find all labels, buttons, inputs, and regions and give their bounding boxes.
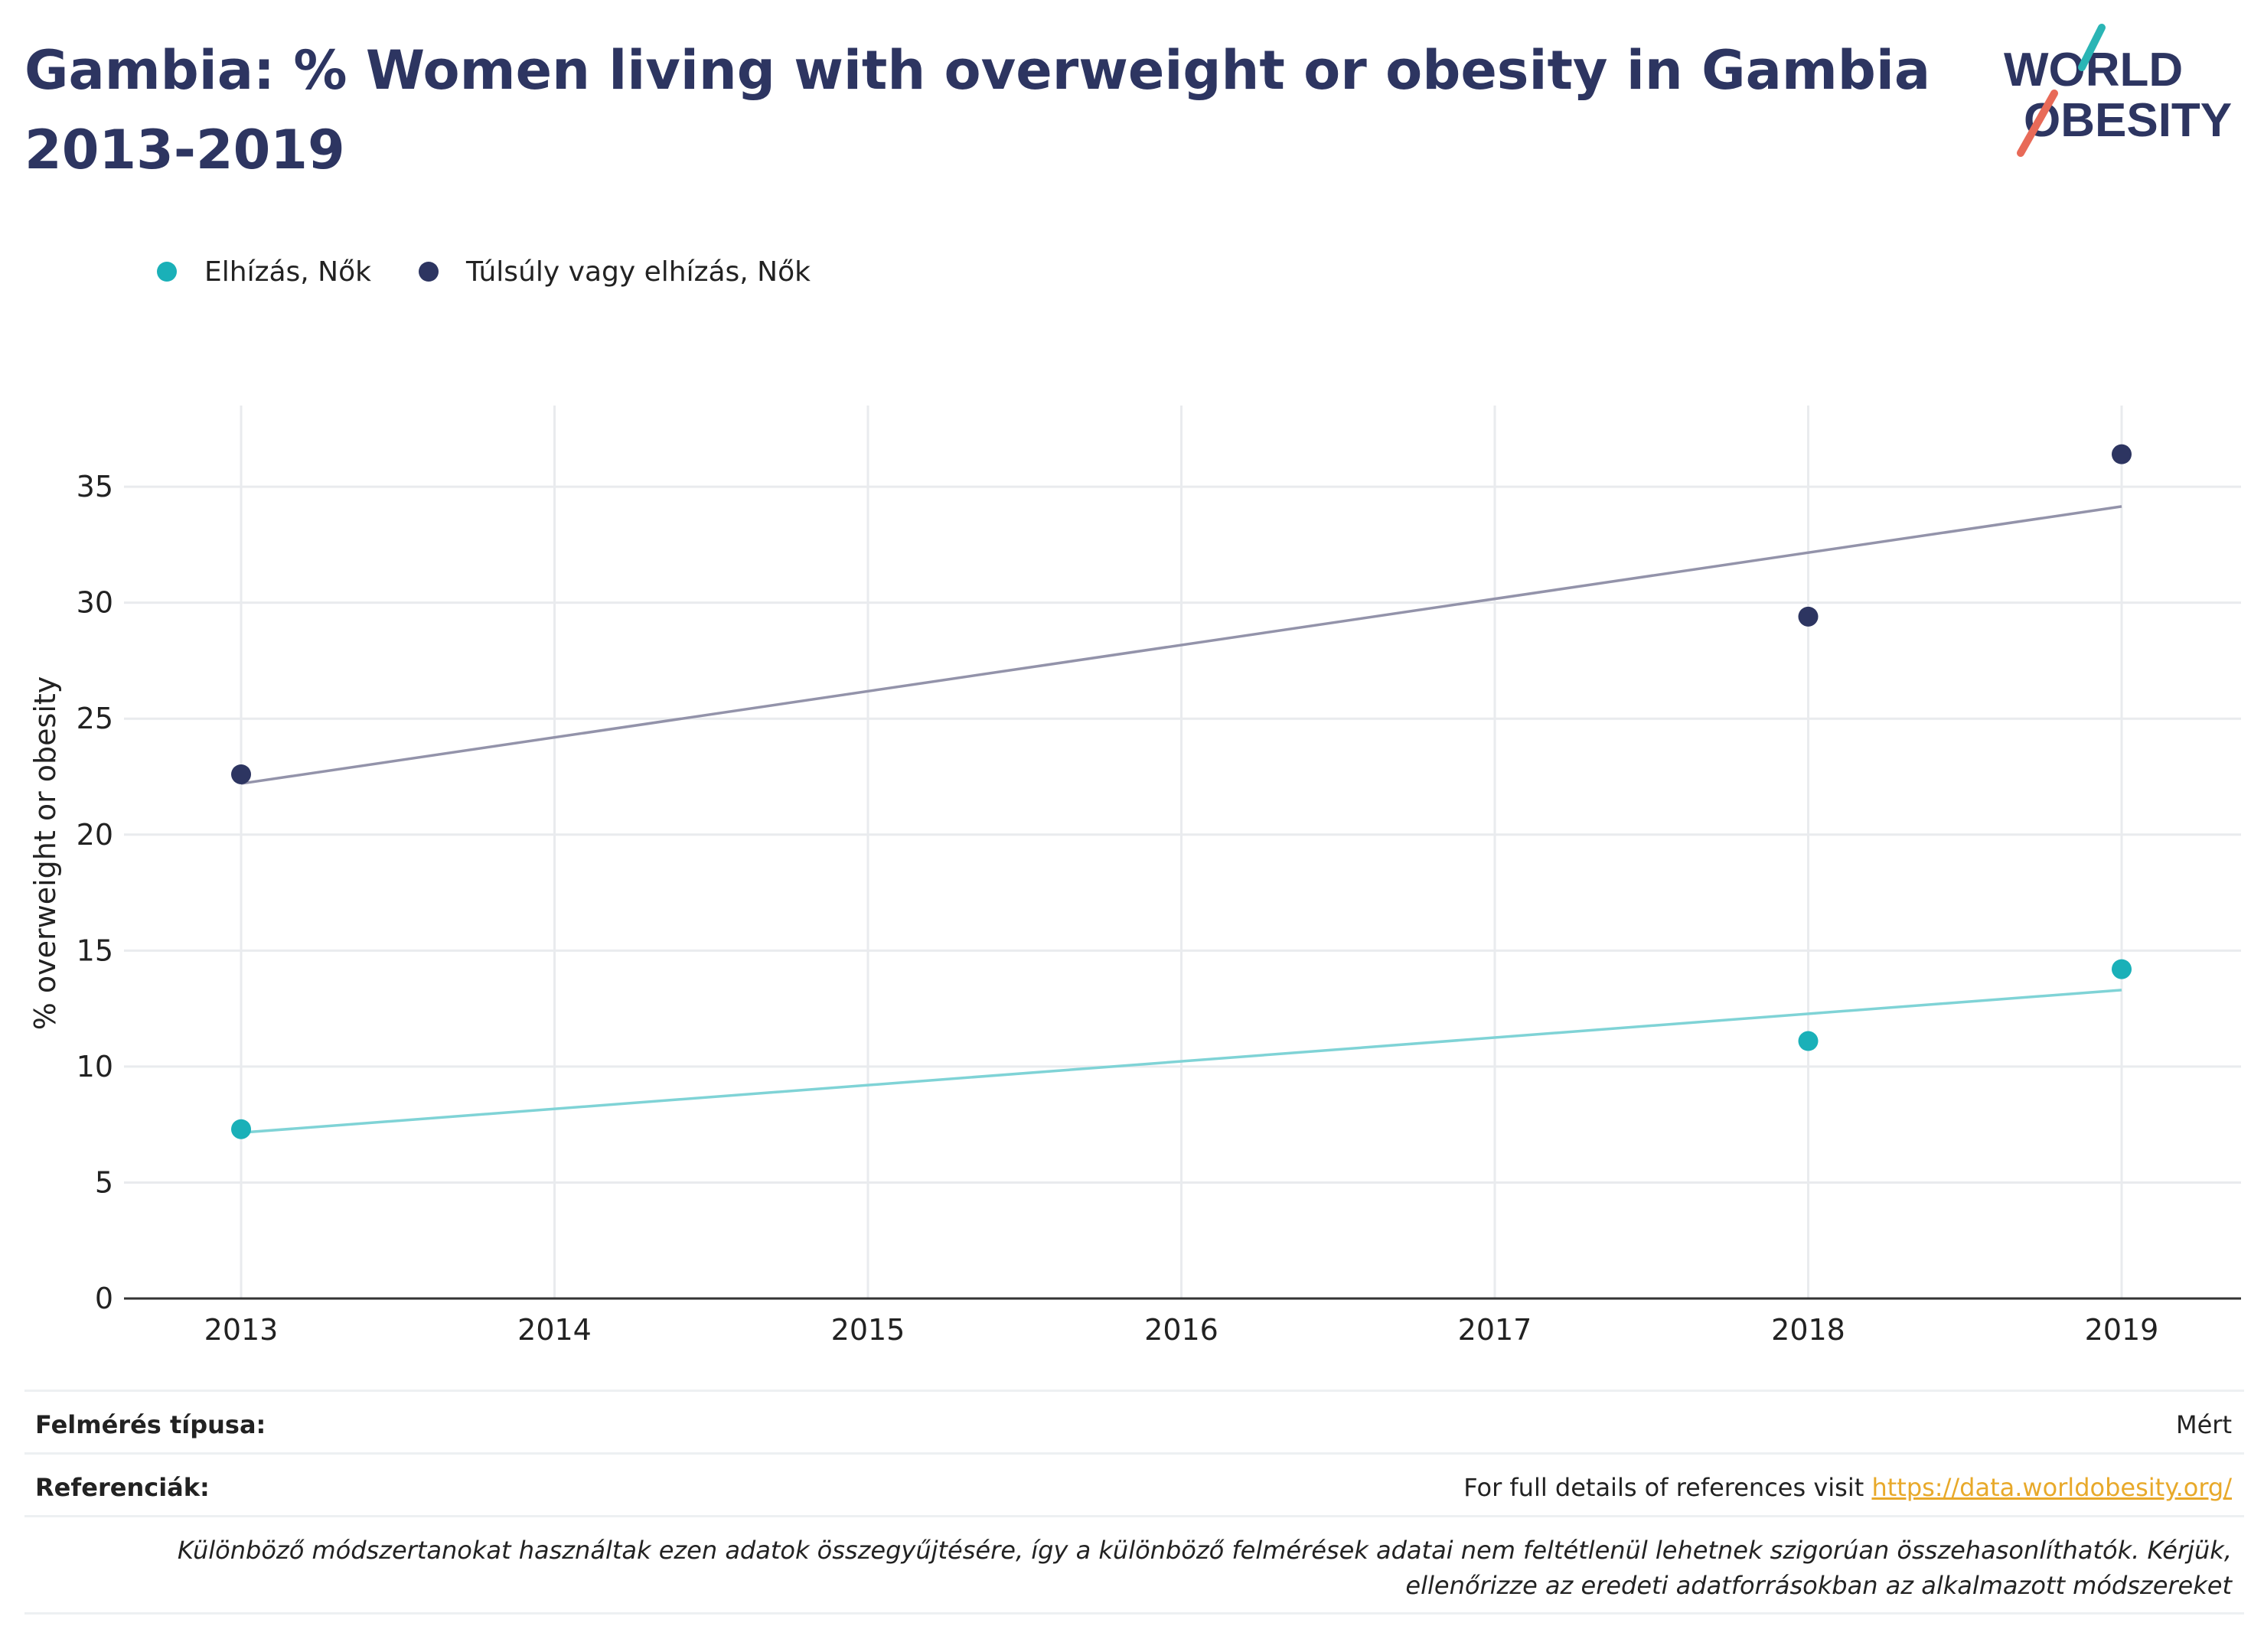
references-prefix: For full details of references visit	[1463, 1473, 1872, 1502]
legend-label-overweight-or-obesity: Túlsúly vagy elhízás, Nők	[465, 256, 811, 288]
survey-type-label: Felmérés típusa:	[35, 1410, 266, 1439]
legend-marker-overweight-or-obesity	[418, 262, 439, 282]
references-row: Referenciák: For full details of referen…	[24, 1452, 2244, 1519]
trendline-series-0	[240, 989, 2122, 1135]
legend-marker-obesity	[157, 262, 177, 282]
data-point-series-0	[231, 1119, 251, 1139]
survey-type-value: Mért	[2176, 1410, 2232, 1439]
data-point-series-0	[1798, 1031, 1819, 1051]
survey-type-row: Felmérés típusa: Mért	[24, 1390, 2244, 1456]
chart-legend: Elhízás, Nők Túlsúly vagy elhízás, Nők	[157, 253, 858, 291]
references-link[interactable]: https://data.worldobesity.org/	[1871, 1473, 2232, 1502]
data-point-series-1	[1798, 606, 1819, 627]
y-tick-label: 30	[77, 586, 113, 620]
methodology-note: Különböző módszertanokat használtak ezen…	[177, 1536, 2232, 1600]
legend-item-overweight-or-obesity[interactable]: Túlsúly vagy elhízás, Nők	[418, 256, 811, 288]
legend-item-obesity[interactable]: Elhízás, Nők	[157, 256, 371, 288]
methodology-note-row: Különböző módszertanokat használtak ezen…	[24, 1515, 2244, 1614]
data-point-series-1	[2112, 444, 2132, 464]
data-point-series-1	[231, 764, 251, 784]
y-tick-label: 25	[77, 702, 113, 735]
y-tick-label: 10	[77, 1050, 113, 1083]
x-tick-label: 2019	[2085, 1313, 2159, 1347]
y-tick-label: 15	[77, 934, 113, 967]
data-point-series-0	[2112, 959, 2132, 979]
data-points	[231, 444, 2132, 1139]
y-tick-label: 35	[77, 470, 113, 503]
y-tick-label: 0	[95, 1282, 113, 1315]
logo-line2: OBESITY	[2024, 94, 2232, 147]
chart-title: Gambia: % Women living with overweight o…	[24, 39, 1931, 181]
y-tick-label: 20	[77, 818, 113, 852]
x-tick-label: 2015	[831, 1313, 905, 1347]
footer-bottom-rule	[24, 1612, 2244, 1615]
x-tick-label: 2014	[517, 1313, 592, 1347]
x-tick-label: 2018	[1771, 1313, 1845, 1347]
axes: 2013 2014 2015 2016 2017 2018 2019 0 5 10 15 20 25 30…	[77, 470, 2241, 1347]
references-label: Referenciák:	[35, 1473, 210, 1502]
trend-lines	[240, 505, 2122, 1135]
x-tick-label: 2017	[1458, 1313, 1532, 1347]
scatter-chart: 2013 2014 2015 2016 2017 2018 2019 0 5 10 15 20 25 30…	[28, 406, 2241, 1347]
world-obesity-logo: WORLD OBESITY	[2004, 24, 2232, 157]
legend-label-obesity: Elhízás, Nők	[204, 256, 371, 288]
x-tick-label: 2016	[1144, 1313, 1218, 1347]
grid-lines	[124, 406, 2241, 1298]
x-tick-label: 2013	[204, 1313, 279, 1347]
y-tick-label: 5	[95, 1165, 113, 1199]
trendline-series-1	[240, 505, 2122, 785]
references-value: For full details of references visit htt…	[1463, 1473, 2232, 1502]
y-axis-label: % overweight or obesity	[28, 676, 62, 1031]
